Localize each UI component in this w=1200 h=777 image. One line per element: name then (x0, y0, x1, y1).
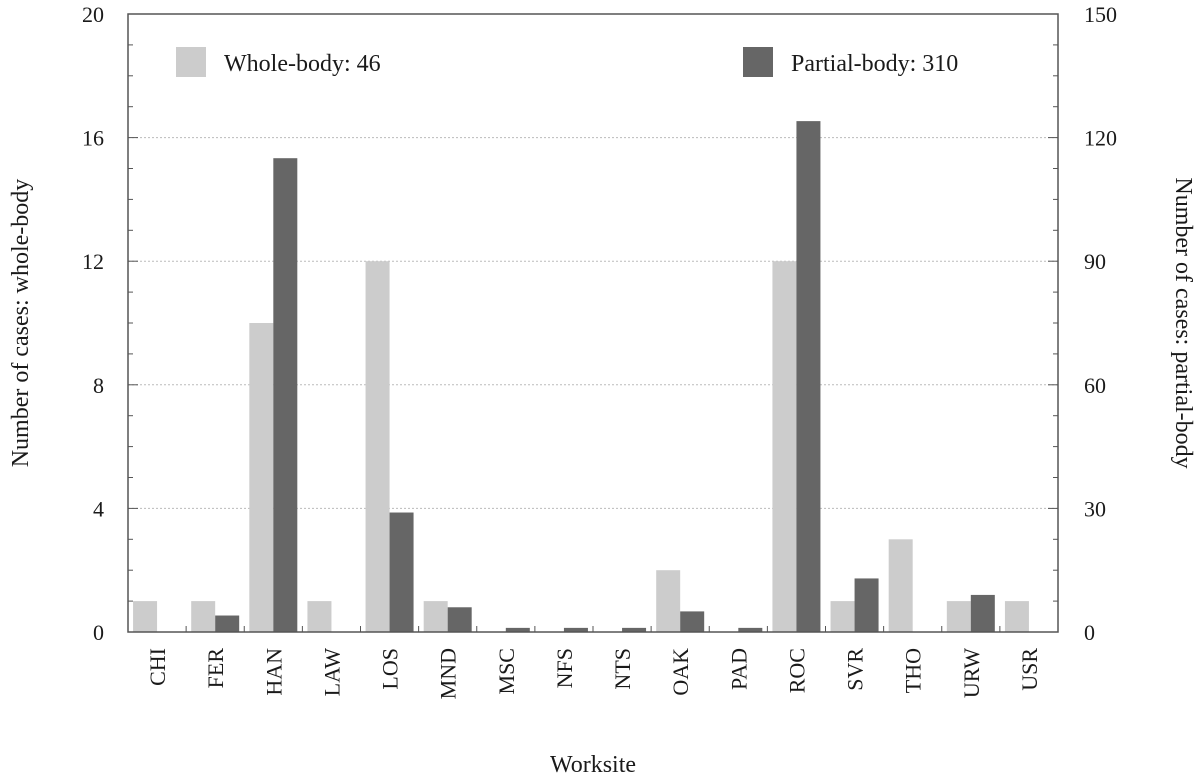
legend-swatch-whole-body (176, 47, 206, 77)
bar-whole-body-oak (656, 570, 681, 632)
bar-partial-body-nfs (563, 627, 588, 632)
bar-partial-body-urw (970, 594, 995, 632)
y-tick-label-left: 0 (93, 620, 104, 645)
y-tick-label-right: 60 (1084, 373, 1106, 398)
bar-whole-body-tho (888, 539, 913, 632)
legend-swatch-partial-body (743, 47, 773, 77)
category-label-roc: ROC (784, 648, 809, 693)
bars (133, 121, 1029, 633)
y-tick-label-right: 150 (1084, 2, 1117, 27)
bar-whole-body-svr (830, 601, 855, 632)
legend: Whole-body: 46 Partial-body: 310 (176, 47, 958, 77)
tick-labels: 0 4 8 12 16 20 0 30 60 90 120 150 CHI FER HAN LAW LOS MND… (82, 2, 1117, 699)
bar-partial-body-mnd (447, 607, 472, 632)
bar-whole-body-urw (946, 601, 971, 632)
x-axis-title: Worksite (550, 752, 636, 777)
y-tick-label-right: 90 (1084, 249, 1106, 274)
bar-partial-body-pad (738, 627, 763, 632)
category-label-svr: SVR (843, 648, 868, 691)
bar-partial-body-los (389, 512, 414, 632)
y-tick-label-left: 4 (93, 496, 104, 521)
y-axis-title-right: Number of cases: partial-body (1170, 177, 1196, 468)
bar-whole-body-chi (133, 601, 158, 632)
category-label-fer: FER (203, 648, 228, 689)
legend-label-partial-body: Partial-body: 310 (791, 51, 958, 77)
bar-whole-body-los (365, 261, 390, 632)
bar-whole-body-han (249, 323, 274, 632)
category-label-urw: URW (959, 648, 984, 698)
bar-partial-body-fer (215, 615, 240, 632)
category-label-los: LOS (378, 648, 403, 690)
y-tick-label-right: 0 (1084, 620, 1095, 645)
category-label-pad: PAD (726, 648, 751, 690)
category-label-nfs: NFS (552, 648, 577, 688)
bar-whole-body-usr (1004, 601, 1029, 632)
bar-whole-body-law (307, 601, 332, 632)
category-label-mnd: MND (436, 648, 461, 699)
y-tick-label-left: 8 (93, 373, 104, 398)
bar-whole-body-roc (772, 261, 797, 632)
y-tick-label-left: 20 (82, 2, 104, 27)
bar-partial-body-msc (505, 627, 530, 632)
y-axis-title-left: Number of cases: whole-body (8, 179, 34, 468)
y-tick-label-right: 120 (1084, 126, 1117, 151)
y-tick-label-right: 30 (1084, 496, 1106, 521)
category-label-law: LAW (319, 648, 344, 697)
bar-partial-body-roc (796, 121, 821, 633)
bar-whole-body-fer (191, 601, 216, 632)
bar-partial-body-han (273, 158, 298, 632)
category-label-han: HAN (261, 648, 286, 696)
bar-whole-body-mnd (423, 601, 448, 632)
bar-partial-body-nts (622, 627, 647, 632)
category-label-chi: CHI (145, 648, 170, 686)
category-label-nts: NTS (610, 648, 635, 690)
category-label-tho: THO (901, 648, 926, 693)
y-tick-label-left: 16 (82, 126, 104, 151)
bar-partial-body-svr (854, 578, 879, 632)
bar-partial-body-oak (680, 611, 705, 632)
grid-lines (128, 137, 1058, 509)
y-tick-label-left: 12 (82, 249, 104, 274)
legend-label-whole-body: Whole-body: 46 (224, 51, 381, 77)
category-label-msc: MSC (494, 648, 519, 694)
category-label-oak: OAK (668, 648, 693, 696)
axis-ticks (127, 13, 1059, 633)
category-label-usr: USR (1017, 648, 1042, 691)
